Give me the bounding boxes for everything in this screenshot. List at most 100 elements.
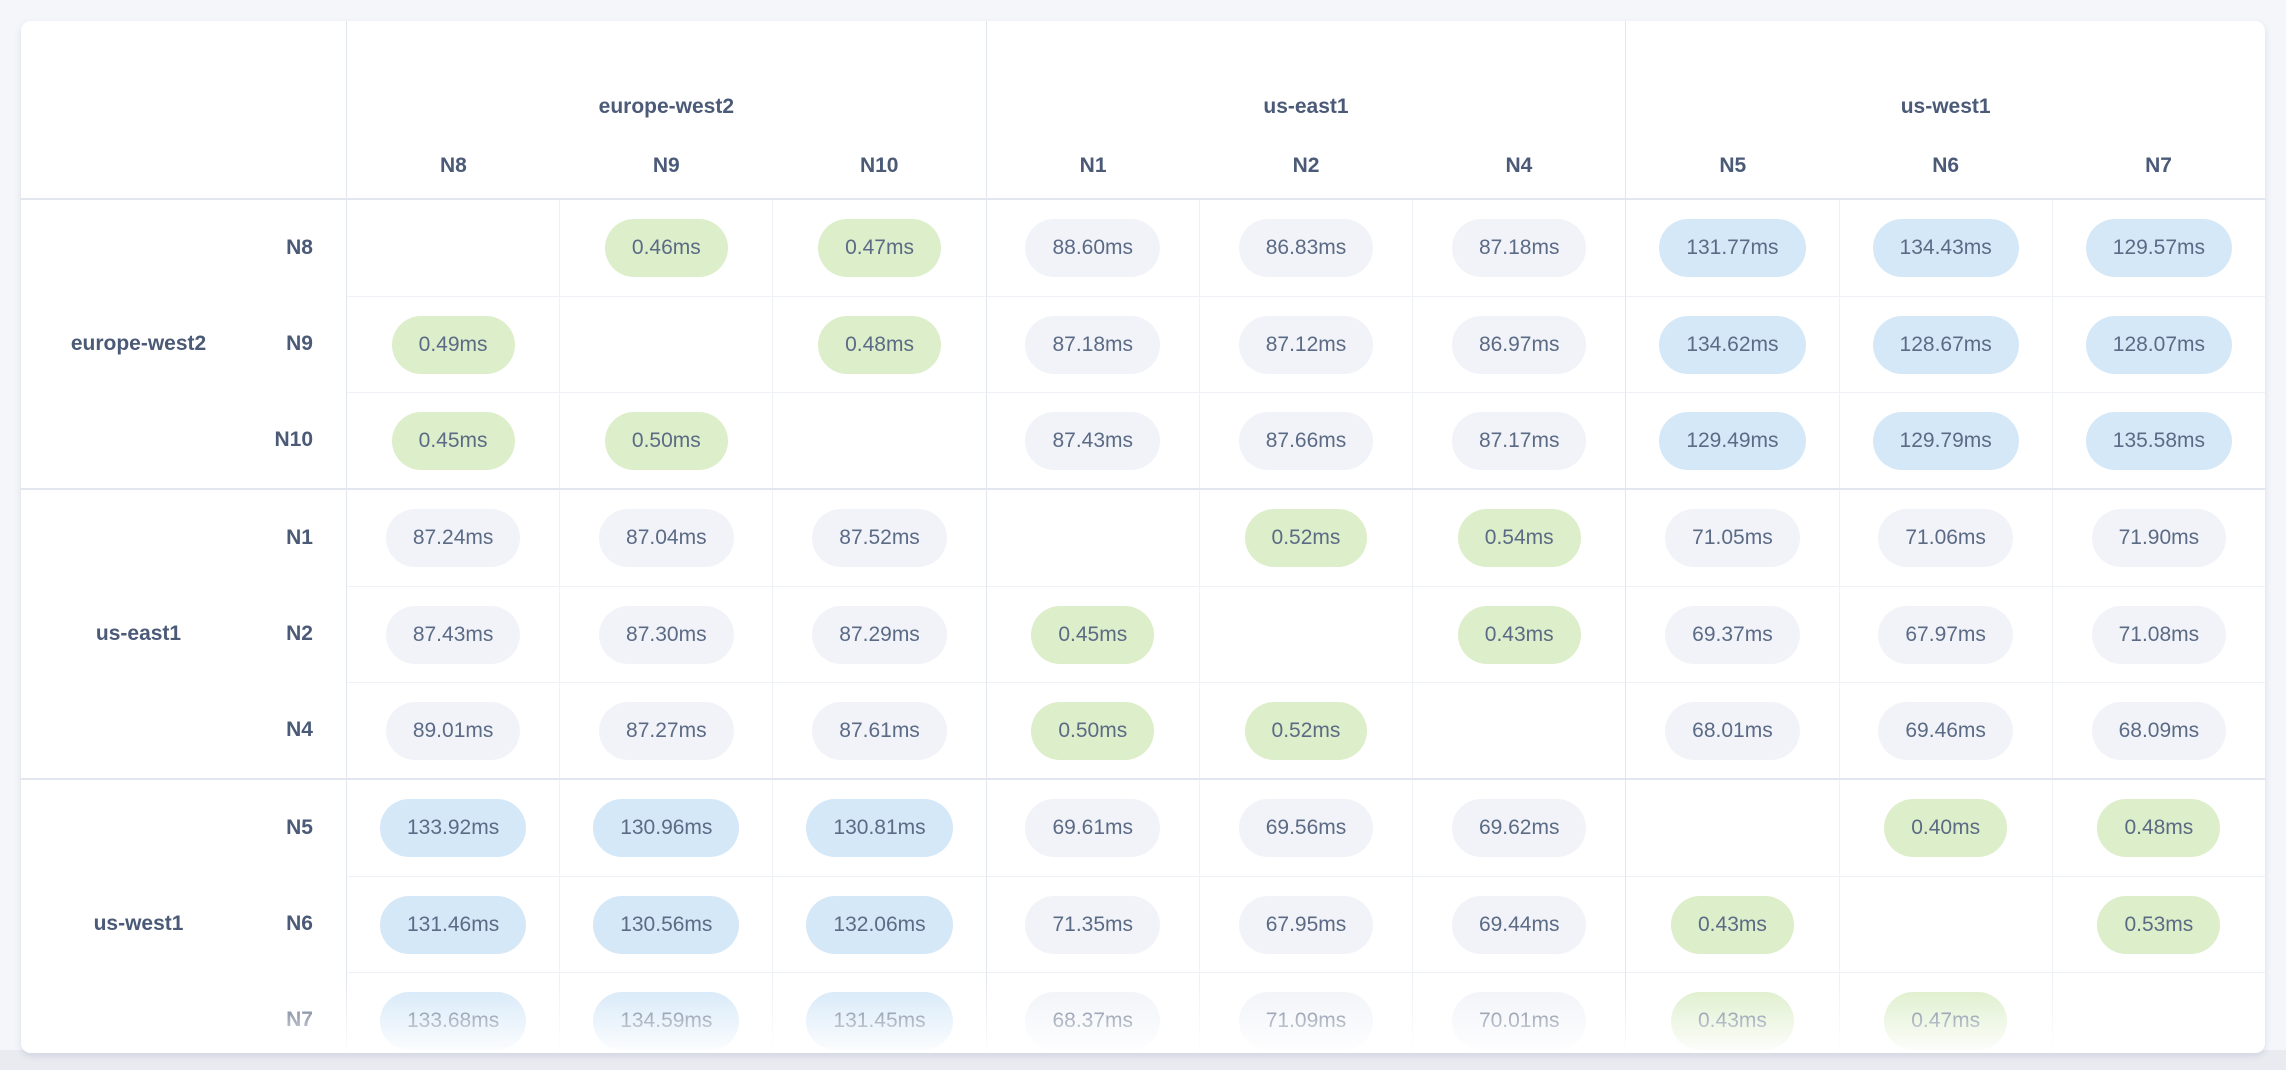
latency-pill[interactable]: 71.90ms bbox=[2091, 509, 2227, 567]
latency-pill[interactable]: 87.24ms bbox=[385, 509, 521, 567]
latency-pill[interactable]: 70.01ms bbox=[1451, 991, 1587, 1050]
latency-pill[interactable]: 87.04ms bbox=[599, 509, 734, 567]
latency-pill[interactable]: 71.05ms bbox=[1665, 509, 1800, 567]
latency-pill[interactable]: 87.17ms bbox=[1451, 411, 1587, 470]
latency-pill[interactable]: 0.52ms bbox=[1244, 509, 1368, 567]
latency-pill[interactable]: 87.30ms bbox=[599, 605, 734, 664]
latency-pill[interactable]: 87.52ms bbox=[812, 509, 947, 567]
latency-pill[interactable]: 134.43ms bbox=[1872, 219, 2019, 277]
latency-pill[interactable]: 0.43ms bbox=[1671, 991, 1794, 1050]
matrix-row: N9 0.49ms 0.48ms 87.18ms 87.12ms 86.97ms… bbox=[21, 296, 2265, 392]
latency-pill[interactable]: 0.43ms bbox=[1457, 605, 1581, 664]
latency-pill[interactable]: 130.81ms bbox=[806, 799, 953, 857]
latency-pill[interactable]: 71.35ms bbox=[1025, 895, 1161, 954]
latency-cell: 0.53ms bbox=[2051, 876, 2265, 972]
latency-cell bbox=[346, 200, 559, 296]
latency-pill[interactable]: 134.62ms bbox=[1659, 315, 1806, 374]
latency-pill[interactable]: 131.45ms bbox=[806, 991, 953, 1050]
latency-cell: 69.46ms bbox=[1838, 682, 2052, 778]
row-group: us-east1 N1 87.24ms 87.04ms 87.52ms 0.52… bbox=[21, 488, 2265, 778]
latency-pill[interactable]: 86.97ms bbox=[1451, 315, 1587, 374]
latency-pill[interactable]: 69.61ms bbox=[1025, 799, 1161, 857]
latency-pill[interactable]: 71.09ms bbox=[1238, 991, 1374, 1050]
latency-pill[interactable]: 131.46ms bbox=[379, 895, 527, 954]
latency-pill[interactable]: 68.01ms bbox=[1665, 701, 1800, 760]
latency-cell: 0.47ms bbox=[1838, 972, 2052, 1053]
latency-pill[interactable]: 0.40ms bbox=[1884, 799, 2008, 857]
column-node-label: N4 bbox=[1505, 153, 1533, 177]
latency-pill[interactable]: 69.37ms bbox=[1665, 605, 1800, 664]
latency-cell: 87.61ms bbox=[772, 682, 986, 778]
latency-pill[interactable]: 87.29ms bbox=[812, 605, 947, 664]
latency-pill[interactable]: 0.49ms bbox=[391, 315, 515, 374]
latency-cell: 130.81ms bbox=[772, 780, 985, 876]
latency-pill[interactable]: 129.79ms bbox=[1872, 411, 2019, 470]
latency-pill[interactable]: 0.46ms bbox=[604, 219, 728, 277]
latency-pill[interactable]: 0.47ms bbox=[1884, 991, 2008, 1050]
latency-pill[interactable]: 0.45ms bbox=[391, 411, 515, 470]
latency-pill[interactable]: 69.56ms bbox=[1238, 799, 1374, 857]
row-node-label: N2 bbox=[286, 622, 313, 645]
latency-pill[interactable]: 129.57ms bbox=[2085, 219, 2232, 277]
latency-pill[interactable]: 128.07ms bbox=[2085, 315, 2232, 374]
latency-cell: 129.79ms bbox=[1838, 392, 2052, 488]
row-node-label: N6 bbox=[286, 912, 313, 935]
latency-pill[interactable]: 135.58ms bbox=[2085, 411, 2232, 470]
latency-pill[interactable]: 0.54ms bbox=[1457, 509, 1581, 567]
latency-pill[interactable]: 69.46ms bbox=[1878, 701, 2013, 760]
latency-pill[interactable]: 128.67ms bbox=[1872, 315, 2019, 374]
latency-pill[interactable]: 0.50ms bbox=[604, 411, 728, 470]
latency-pill[interactable]: 67.95ms bbox=[1238, 895, 1374, 954]
latency-pill[interactable]: 69.44ms bbox=[1451, 895, 1587, 954]
latency-cell: 0.48ms bbox=[772, 296, 986, 392]
latency-pill[interactable]: 130.96ms bbox=[593, 799, 740, 857]
latency-pill[interactable]: 131.77ms bbox=[1659, 219, 1806, 277]
latency-pill[interactable]: 0.52ms bbox=[1244, 701, 1368, 760]
latency-pill[interactable]: 134.59ms bbox=[593, 991, 740, 1050]
column-node-label: N5 bbox=[1719, 153, 1747, 177]
latency-pill[interactable]: 87.18ms bbox=[1451, 219, 1587, 277]
latency-cell: 87.27ms bbox=[559, 682, 773, 778]
latency-cell bbox=[1412, 682, 1626, 778]
latency-pill[interactable]: 130.56ms bbox=[593, 895, 740, 954]
latency-cell: 71.08ms bbox=[2051, 586, 2265, 682]
column-node-label: N8 bbox=[440, 153, 467, 177]
latency-pill[interactable]: 0.53ms bbox=[2097, 895, 2221, 954]
latency-pill[interactable]: 68.37ms bbox=[1025, 991, 1161, 1050]
latency-pill[interactable]: 87.43ms bbox=[1025, 411, 1161, 470]
latency-cell: 87.12ms bbox=[1198, 296, 1413, 392]
latency-pill[interactable]: 87.43ms bbox=[385, 605, 521, 664]
latency-pill[interactable]: 0.45ms bbox=[1031, 605, 1155, 664]
latency-pill[interactable]: 69.62ms bbox=[1451, 799, 1587, 857]
latency-pill[interactable]: 129.49ms bbox=[1659, 411, 1806, 470]
latency-pill[interactable]: 87.66ms bbox=[1238, 411, 1374, 470]
latency-cell: 131.46ms bbox=[346, 876, 560, 972]
latency-pill[interactable]: 87.12ms bbox=[1238, 315, 1374, 374]
latency-cell: 0.52ms bbox=[1198, 490, 1412, 586]
latency-pill[interactable]: 0.43ms bbox=[1671, 895, 1794, 954]
latency-pill[interactable]: 71.08ms bbox=[2091, 605, 2227, 664]
latency-pill[interactable]: 86.83ms bbox=[1238, 219, 1374, 277]
latency-cell: 69.37ms bbox=[1625, 586, 1839, 682]
latency-pill[interactable]: 0.47ms bbox=[818, 219, 941, 277]
latency-cell: 87.66ms bbox=[1198, 392, 1413, 488]
latency-cell: 129.49ms bbox=[1625, 392, 1839, 488]
latency-pill[interactable]: 132.06ms bbox=[806, 895, 953, 954]
latency-pill[interactable]: 133.92ms bbox=[379, 799, 527, 857]
latency-pill[interactable]: 133.68ms bbox=[379, 991, 527, 1050]
latency-pill[interactable]: 87.61ms bbox=[812, 701, 947, 760]
latency-pill[interactable]: 87.27ms bbox=[599, 701, 734, 760]
latency-cell bbox=[1198, 586, 1413, 682]
latency-pill[interactable]: 0.48ms bbox=[818, 315, 941, 374]
latency-pill[interactable]: 0.48ms bbox=[2097, 799, 2221, 857]
latency-cell: 87.18ms bbox=[1412, 200, 1625, 296]
latency-pill[interactable]: 67.97ms bbox=[1878, 605, 2013, 664]
latency-pill[interactable]: 71.06ms bbox=[1878, 509, 2013, 567]
latency-cell: 71.05ms bbox=[1625, 490, 1838, 586]
latency-pill[interactable]: 87.18ms bbox=[1025, 315, 1161, 374]
latency-pill[interactable]: 89.01ms bbox=[385, 701, 521, 760]
latency-pill[interactable]: 68.09ms bbox=[2091, 701, 2227, 760]
latency-pill[interactable]: 88.60ms bbox=[1025, 219, 1161, 277]
latency-pill[interactable]: 0.50ms bbox=[1031, 701, 1155, 760]
latency-cell: 87.43ms bbox=[985, 392, 1199, 488]
